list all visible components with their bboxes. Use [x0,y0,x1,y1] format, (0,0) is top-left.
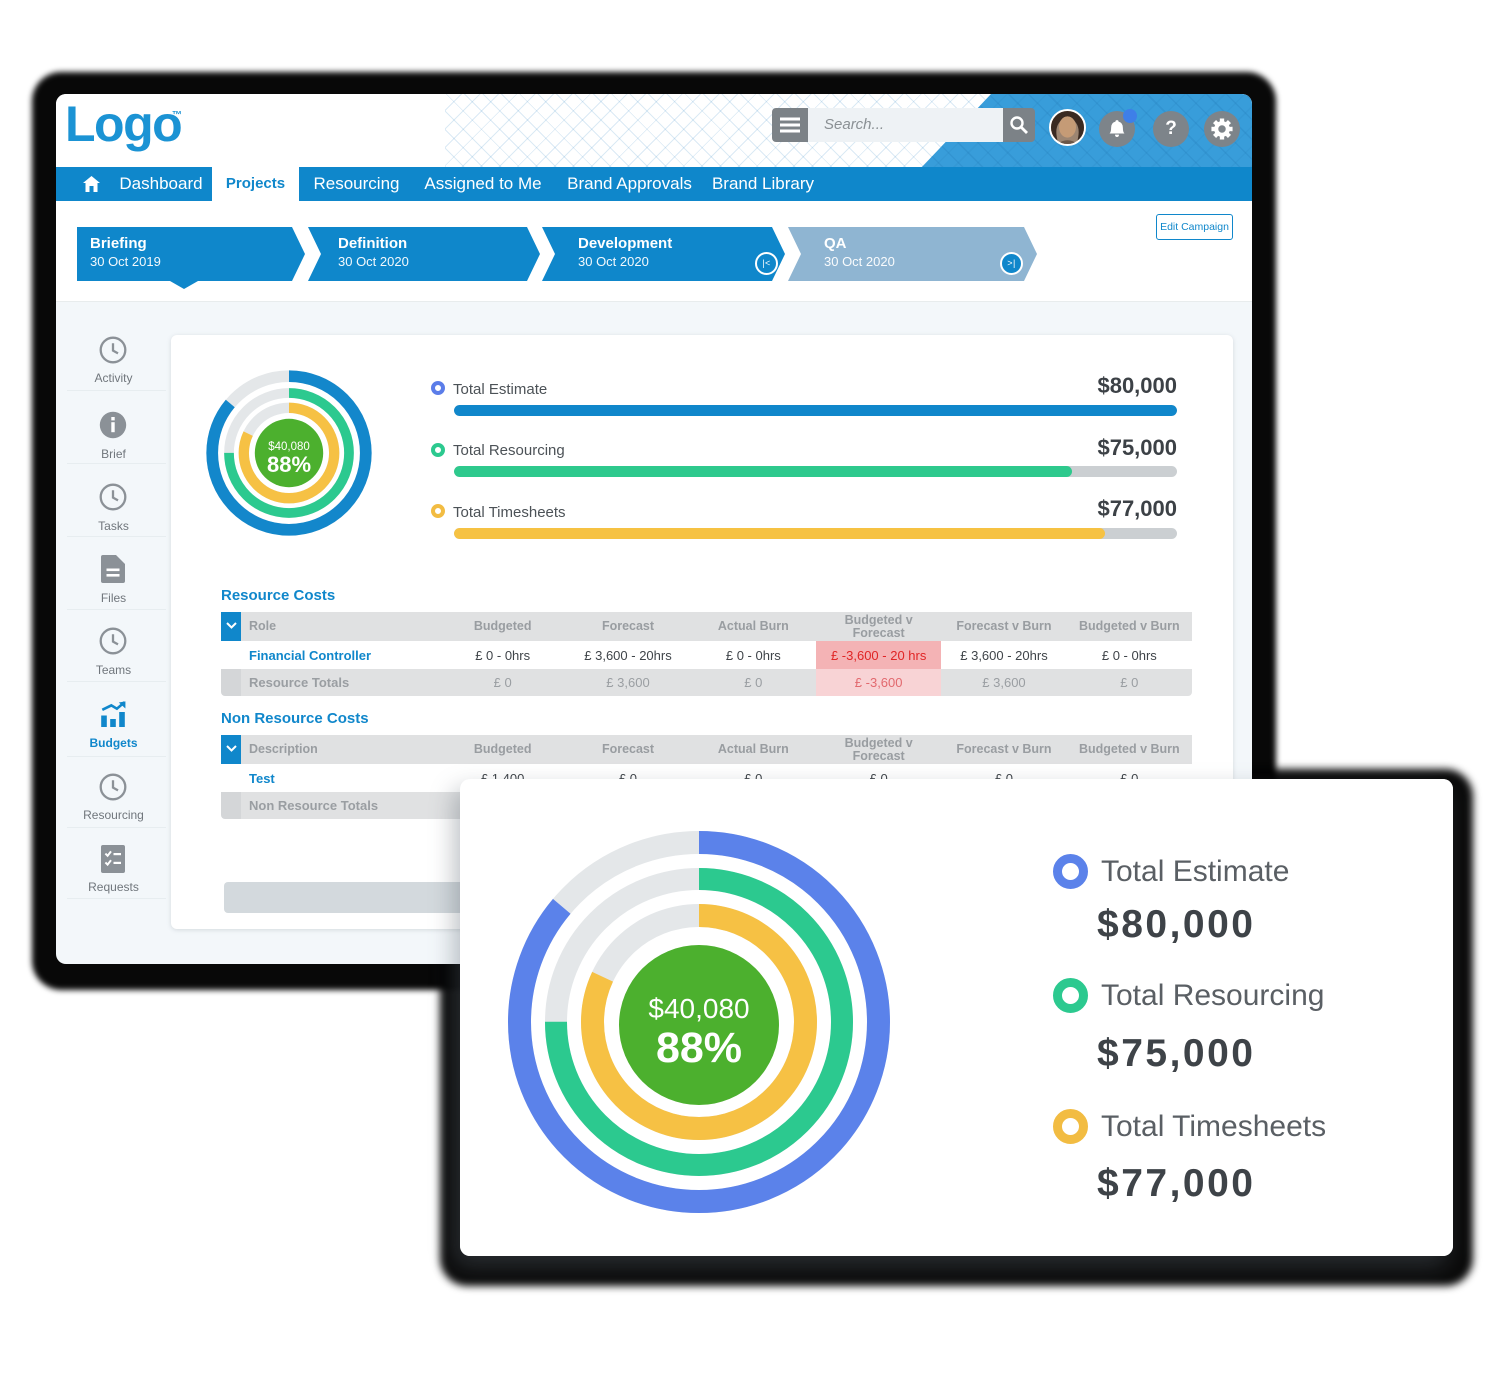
svg-text:$40,080: $40,080 [648,993,749,1024]
svg-text:$40,080: $40,080 [268,441,310,453]
svg-text:88%: 88% [656,1024,742,1072]
svg-text:88%: 88% [267,452,311,477]
